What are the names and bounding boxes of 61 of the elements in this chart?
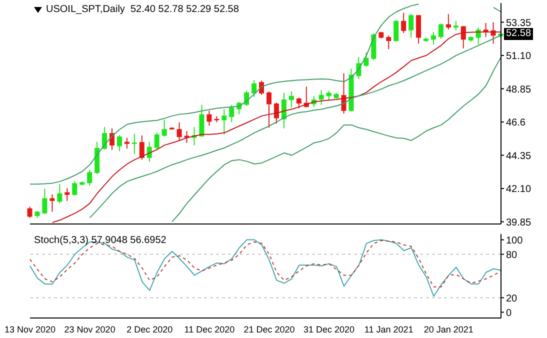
candlestick <box>57 184 62 204</box>
candlestick <box>401 12 406 34</box>
line-series <box>172 56 502 222</box>
chart-title: Stoch(5,3,3) 57.9048 56.6952 <box>34 235 166 246</box>
x-tick-label: 21 Dec 2020 <box>244 324 295 334</box>
y-tick-label: 0 <box>506 308 512 319</box>
candlestick <box>222 108 227 135</box>
candlestick <box>42 188 48 215</box>
candlestick <box>318 90 324 106</box>
y-tick-label: 53.35 <box>506 18 532 29</box>
candlestick <box>446 14 451 30</box>
candlestick <box>139 134 144 160</box>
y-tick-label: 39.85 <box>506 217 532 228</box>
x-tick-label: 23 Nov 2020 <box>64 324 116 334</box>
candlestick <box>199 104 204 137</box>
candlestick <box>438 23 444 40</box>
candlestick <box>453 20 458 31</box>
candlestick <box>72 180 78 196</box>
x-tick-label: 11 Dec 2020 <box>184 324 235 334</box>
candlestick <box>408 14 414 38</box>
x-tick-label: 31 Dec 2020 <box>304 324 355 334</box>
candlestick <box>154 132 160 150</box>
candlestick <box>252 80 257 98</box>
y-tick-label: 100 <box>506 235 524 246</box>
candlestick <box>229 104 234 123</box>
candlestick <box>244 90 250 106</box>
candlestick <box>274 102 279 124</box>
x-tick-label: 13 Nov 2020 <box>4 324 56 334</box>
candlestick <box>296 96 302 109</box>
y-tick-label: 80 <box>506 250 518 261</box>
candlestick <box>416 14 422 44</box>
candlestick <box>50 194 55 212</box>
x-tick-label: 20 Jan 2021 <box>424 324 474 334</box>
candlestick <box>176 122 182 141</box>
candlestick <box>27 206 32 218</box>
candlestick <box>162 119 167 137</box>
candlestick <box>132 133 137 154</box>
candlestick <box>430 31 436 45</box>
candlestick <box>281 92 286 129</box>
candlestick <box>116 134 122 152</box>
candlestick <box>266 90 272 128</box>
candlestick <box>386 35 392 50</box>
y-tick-label: 48.85 <box>506 84 532 96</box>
candlestick <box>87 169 92 186</box>
annotation: 52.58 <box>504 28 534 40</box>
x-tick-label: 2 Dec 2020 <box>126 324 173 334</box>
y-tick-label: 46.6 <box>506 118 526 129</box>
x-tick-label: 11 Jan 2021 <box>364 324 414 334</box>
candlestick <box>394 20 399 42</box>
chart-title: USOIL_SPT,Daily 52.40 52.78 52.29 52.58 <box>46 4 239 15</box>
y-tick-label: 44.35 <box>506 150 532 162</box>
candlestick <box>124 137 130 150</box>
y-tick-label: 42.10 <box>506 184 532 196</box>
candlestick <box>288 90 294 108</box>
candlestick <box>64 188 70 202</box>
y-tick-label: 51.10 <box>506 51 532 62</box>
candlestick <box>206 110 212 126</box>
candlestick <box>364 52 369 68</box>
y-tick-label: 20 <box>506 293 518 304</box>
candlestick <box>460 26 466 49</box>
candlestick <box>326 90 332 102</box>
